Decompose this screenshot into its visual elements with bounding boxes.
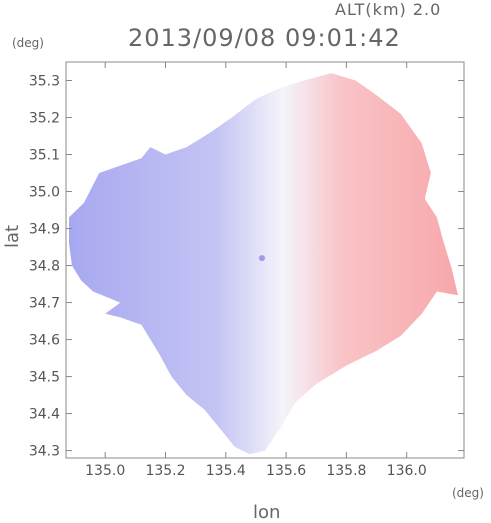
x-tick-label: 135.6 — [266, 463, 306, 479]
y-tick-label: 34.9 — [29, 222, 60, 238]
x-tick-label: 135.4 — [206, 463, 246, 479]
y-axis-unit: (deg) — [12, 36, 44, 50]
y-tick-label: 35.0 — [29, 185, 60, 201]
y-tick-label: 34.8 — [29, 259, 60, 275]
x-axis-label: lon — [253, 502, 281, 523]
echo-polygon — [69, 73, 458, 455]
y-tick-label: 34.5 — [29, 370, 60, 386]
x-tick-label: 136.0 — [387, 463, 427, 479]
y-tick-label: 34.6 — [29, 333, 60, 349]
radar-center-marker — [258, 255, 265, 262]
y-tick-label: 34.7 — [29, 296, 60, 312]
datetime-title: 2013/09/08 09:01:42 — [128, 24, 401, 52]
echo-area — [69, 73, 458, 455]
y-tick-label: 35.3 — [29, 74, 60, 90]
x-tick-label: 135.0 — [85, 463, 125, 479]
y-tick-label: 34.3 — [29, 444, 60, 460]
plot-frame — [65, 61, 465, 459]
altitude-label: ALT(km) 2.0 — [335, 0, 442, 19]
y-tick-label: 35.1 — [29, 148, 60, 164]
y-tick-label: 35.2 — [29, 111, 60, 127]
x-tick-label: 135.8 — [326, 463, 366, 479]
y-tick-label: 34.4 — [29, 407, 60, 423]
x-tick-label: 135.2 — [145, 463, 185, 479]
x-axis-unit: (deg) — [452, 486, 484, 500]
